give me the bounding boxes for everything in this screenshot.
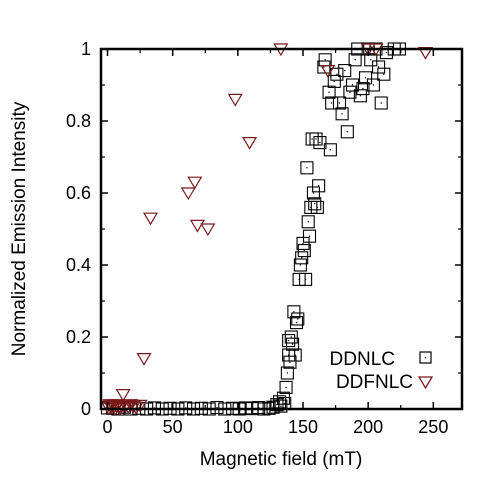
x-tick-label: 150 bbox=[288, 417, 318, 437]
ddnlc-point bbox=[330, 67, 344, 81]
ddnlc-point bbox=[283, 355, 297, 369]
legend-marker-ddnlc-dot bbox=[424, 356, 427, 359]
ddnlc-point bbox=[310, 200, 324, 214]
y-tick-label: 0.6 bbox=[66, 183, 91, 203]
ddnlc-point bbox=[338, 64, 352, 78]
ddnlc-point bbox=[279, 380, 293, 394]
ddfnlc-point bbox=[111, 401, 127, 415]
ddnlc-point bbox=[289, 316, 304, 330]
ddnlc-point bbox=[312, 179, 326, 193]
ddnlc-point bbox=[291, 312, 305, 326]
ddnlc-point bbox=[359, 71, 373, 85]
ddfnlc-point bbox=[242, 137, 258, 150]
ddnlc-point bbox=[313, 136, 327, 150]
ddnlc-point bbox=[300, 161, 314, 175]
legend-marker-ddfnlc bbox=[417, 376, 434, 390]
ddfnlc-point bbox=[132, 399, 148, 413]
legend-label-ddfnlc: DDFNLC bbox=[336, 372, 413, 393]
ddnlc-point bbox=[364, 53, 378, 67]
ddfnlc-point bbox=[180, 187, 196, 201]
y-tick-label: 0.4 bbox=[66, 255, 91, 275]
ddnlc-point bbox=[284, 330, 298, 344]
y-tick-label: 1 bbox=[81, 39, 91, 59]
ddnlc-point bbox=[287, 305, 301, 319]
ddnlc-point bbox=[356, 82, 370, 96]
ddnlc-point bbox=[308, 197, 322, 211]
x-tick-label: 250 bbox=[418, 417, 448, 437]
ddnlc-point bbox=[299, 272, 313, 286]
x-axis-title: Magnetic field (mT) bbox=[200, 449, 363, 470]
ddnlc-point bbox=[340, 125, 354, 139]
ddfnlc-point bbox=[200, 223, 216, 237]
ddnlc-point bbox=[302, 229, 317, 243]
ddnlc-point bbox=[301, 215, 315, 229]
ddnlc-point bbox=[274, 399, 288, 413]
ddnlc-point bbox=[288, 348, 302, 362]
ddfnlc-point bbox=[187, 176, 203, 190]
ddfnlc-point bbox=[417, 47, 434, 60]
ddnlc-point bbox=[377, 67, 391, 81]
ddnlc-point bbox=[295, 251, 309, 265]
ddfnlc-point bbox=[136, 353, 152, 366]
ddfnlc-point bbox=[320, 65, 336, 78]
legend-marker-ddnlc bbox=[419, 351, 432, 364]
ddfnlc-point bbox=[189, 219, 205, 233]
ddnlc-point bbox=[309, 132, 323, 146]
ddnlc-point bbox=[372, 60, 386, 74]
legend-label-ddnlc: DDNLC bbox=[330, 349, 395, 370]
ddnlc-point bbox=[343, 85, 357, 99]
ddfnlc-point bbox=[142, 212, 159, 226]
ddnlc-point bbox=[317, 60, 331, 74]
x-tick-label: 200 bbox=[353, 417, 383, 437]
ddfnlc-point bbox=[227, 93, 243, 107]
ddnlc-point bbox=[348, 53, 362, 67]
ddnlc-point bbox=[306, 186, 320, 200]
ddnlc-point bbox=[325, 96, 339, 110]
ddnlc-point bbox=[345, 78, 360, 92]
ddnlc-point bbox=[379, 46, 393, 60]
y-axis-title: Normalized Emission Intensity bbox=[9, 101, 30, 356]
ddfnlc-point bbox=[120, 401, 136, 415]
x-tick-label: 0 bbox=[103, 417, 113, 437]
ddnlc-point bbox=[335, 107, 349, 121]
ddfnlc-point bbox=[123, 399, 139, 412]
ddfnlc-point bbox=[115, 389, 131, 402]
x-tick-label: 50 bbox=[163, 417, 183, 437]
ddnlc-point bbox=[353, 89, 367, 103]
ddnlc-point bbox=[366, 78, 380, 92]
ddnlc-point bbox=[374, 96, 388, 110]
legend: DDNLC DDFNLC bbox=[330, 349, 434, 393]
plot-frame bbox=[99, 47, 464, 411]
ddfnlc-point bbox=[118, 399, 134, 413]
ddnlc-point bbox=[280, 366, 294, 380]
y-tick-label: 0 bbox=[81, 399, 91, 419]
ddnlc-point bbox=[282, 334, 296, 348]
y-tick-label: 0.8 bbox=[66, 111, 91, 131]
ddnlc-point bbox=[323, 143, 337, 157]
ddnlc-point bbox=[327, 74, 341, 88]
ddnlc-point bbox=[293, 258, 307, 272]
ddnlc-point bbox=[332, 96, 347, 110]
ddnlc-point bbox=[286, 337, 300, 351]
ddnlc-point bbox=[322, 85, 336, 99]
x-tick-label: 100 bbox=[223, 417, 253, 437]
y-tick-label: 0.2 bbox=[66, 327, 91, 347]
ddnlc-point bbox=[297, 244, 311, 258]
